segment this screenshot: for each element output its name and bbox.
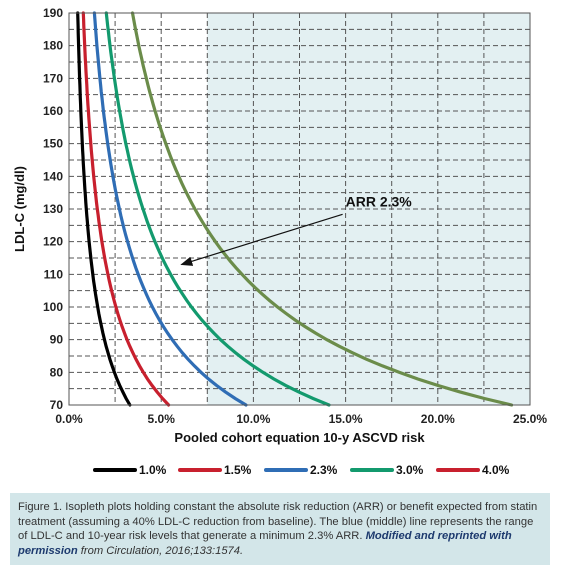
- y-tick-label: 180: [43, 39, 63, 53]
- legend: 1.0% 1.5% 2.3% 3.0% 4.0%: [93, 463, 510, 477]
- y-tick-labels: 70 80 90 100 110 120 130 140 150 160 170 180 190: [43, 6, 63, 412]
- plot-frame: [68, 12, 531, 406]
- x-tick-labels: 0.0% 5.0% 10.0% 15.0% 20.0% 25.0%: [55, 412, 547, 426]
- series-line-4: [104, 11, 331, 407]
- x-tick-label: 5.0%: [148, 412, 176, 426]
- x-tick-label: 25.0%: [513, 412, 547, 426]
- figure-caption: Figure 1. Isopleth plots holding constan…: [10, 493, 550, 565]
- x-tick-label: 15.0%: [329, 412, 363, 426]
- y-tick-label: 170: [43, 71, 63, 85]
- annotation: ARR 2.3%: [180, 193, 413, 266]
- series-line-2: [81, 11, 171, 407]
- caption-emphasis: Modified and reprinted with permission: [18, 530, 512, 557]
- y-axis-title: LDL-C (mg/dl): [12, 166, 27, 252]
- gridlines: [68, 12, 531, 406]
- y-tick-label: 80: [50, 365, 64, 379]
- annotation-label: ARR 2.3%: [346, 193, 413, 209]
- y-tick-label: 160: [43, 104, 63, 118]
- y-tick-label: 70: [50, 398, 64, 412]
- y-tick-label: 120: [43, 235, 63, 249]
- x-tick-label: 10.0%: [236, 412, 270, 426]
- y-tick-label: 140: [43, 169, 63, 183]
- legend-label: 4.0%: [482, 463, 510, 477]
- series-line-3: [92, 11, 248, 407]
- y-tick-label: 130: [43, 202, 63, 216]
- series-line-1: [76, 11, 132, 407]
- legend-label: 1.0%: [139, 463, 167, 477]
- legend-label: 2.3%: [310, 463, 338, 477]
- series-line-5: [130, 11, 514, 407]
- x-axis-title: Pooled cohort equation 10-y ASCVD risk: [174, 430, 425, 445]
- y-tick-label: 110: [44, 267, 64, 281]
- y-tick-label: 90: [50, 333, 64, 347]
- y-tick-label: 190: [43, 6, 63, 20]
- caption-main: Figure 1. Isopleth plots holding constan…: [18, 501, 538, 543]
- x-tick-label: 0.0%: [55, 412, 83, 426]
- series-lines: [76, 11, 514, 407]
- legend-label: 1.5%: [224, 463, 252, 477]
- x-tick-label: 20.0%: [421, 412, 455, 426]
- isopleth-chart: 0.0% 5.0% 10.0% 15.0% 20.0% 25.0% 70 80 90 100 11…: [12, 6, 547, 477]
- annotation-arrow: [180, 213, 343, 266]
- caption-tail: from Circulation, 2016;133:1574.: [77, 544, 244, 557]
- y-tick-label: 100: [43, 300, 63, 314]
- legend-label: 3.0%: [396, 463, 424, 477]
- y-tick-label: 150: [43, 137, 63, 151]
